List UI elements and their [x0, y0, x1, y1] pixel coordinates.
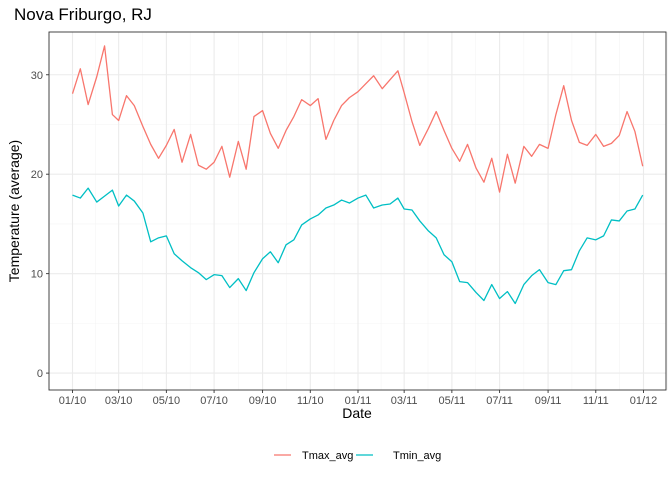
y-tick-label: 20: [31, 169, 43, 181]
legend-label-tmin-avg: Tmin_avg: [393, 450, 441, 462]
x-tick-label: 01/11: [345, 395, 372, 407]
x-tick-label: 05/11: [439, 395, 466, 407]
x-tick-label: 09/11: [535, 395, 562, 407]
series-line-tmax-avg: [71, 45, 644, 193]
y-tick-label: 30: [31, 70, 43, 82]
plot-panel-border: [48, 31, 667, 391]
series-line-tmin-avg: [72, 187, 644, 305]
x-tick-label: 03/11: [391, 395, 418, 407]
x-tick-label: 11/11: [583, 395, 609, 407]
x-tick-label: 09/10: [249, 395, 277, 407]
x-tick-label: 01/12: [630, 395, 658, 407]
x-tick-label: 07/10: [200, 395, 228, 407]
series-lines: [71, 45, 644, 305]
x-tick-label: 11/10: [297, 395, 324, 407]
x-tick-label: 01/10: [59, 395, 87, 407]
x-tick-label: 03/10: [105, 395, 133, 407]
y-axis-title: Temperature (average): [6, 140, 22, 282]
y-tick-label: 10: [31, 269, 43, 281]
chart-title: Nova Friburgo, RJ: [14, 5, 152, 24]
legend: Tmax_avg Tmin_avg: [274, 450, 441, 462]
legend-label-tmax-avg: Tmax_avg: [302, 450, 353, 462]
x-tick-label: 07/11: [486, 395, 513, 407]
y-axis: 0 10 20 30: [31, 70, 49, 380]
y-tick-label: 0: [37, 368, 43, 380]
x-axis: 01/10 03/10 05/10 07/10 09/10 11/10 01/11 03/11…: [59, 390, 658, 407]
x-tick-label: 05/10: [153, 395, 181, 407]
x-axis-title: Date: [342, 405, 372, 421]
